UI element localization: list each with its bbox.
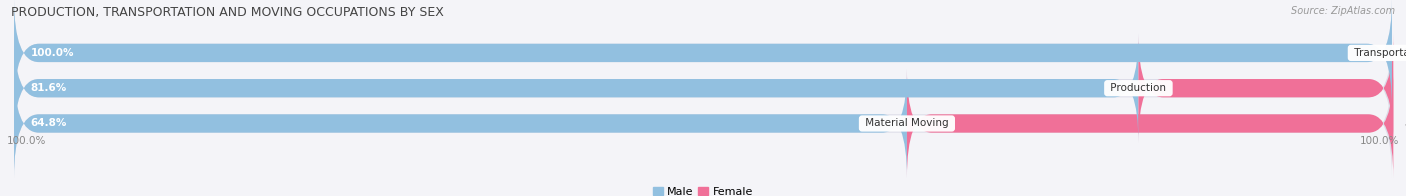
FancyBboxPatch shape [14,0,1392,107]
FancyBboxPatch shape [907,69,1393,178]
FancyBboxPatch shape [14,34,1392,142]
Text: 18.5%: 18.5% [1405,83,1406,93]
Text: Source: ZipAtlas.com: Source: ZipAtlas.com [1291,6,1395,16]
FancyBboxPatch shape [14,69,1392,178]
Text: Transportation: Transportation [1351,48,1406,58]
Text: 0.0%: 0.0% [1403,48,1406,58]
Legend: Male, Female: Male, Female [648,182,758,196]
Text: PRODUCTION, TRANSPORTATION AND MOVING OCCUPATIONS BY SEX: PRODUCTION, TRANSPORTATION AND MOVING OC… [11,6,444,19]
FancyBboxPatch shape [14,34,1139,142]
Text: 100.0%: 100.0% [1360,136,1399,146]
FancyBboxPatch shape [14,69,907,178]
FancyBboxPatch shape [14,0,1392,107]
Text: 100.0%: 100.0% [7,136,46,146]
Text: Material Moving: Material Moving [862,118,952,129]
Text: 81.6%: 81.6% [31,83,67,93]
Text: Production: Production [1108,83,1170,93]
Text: 100.0%: 100.0% [31,48,75,58]
FancyBboxPatch shape [1139,34,1393,142]
Text: 64.8%: 64.8% [31,118,67,129]
Text: 35.3%: 35.3% [1405,118,1406,129]
